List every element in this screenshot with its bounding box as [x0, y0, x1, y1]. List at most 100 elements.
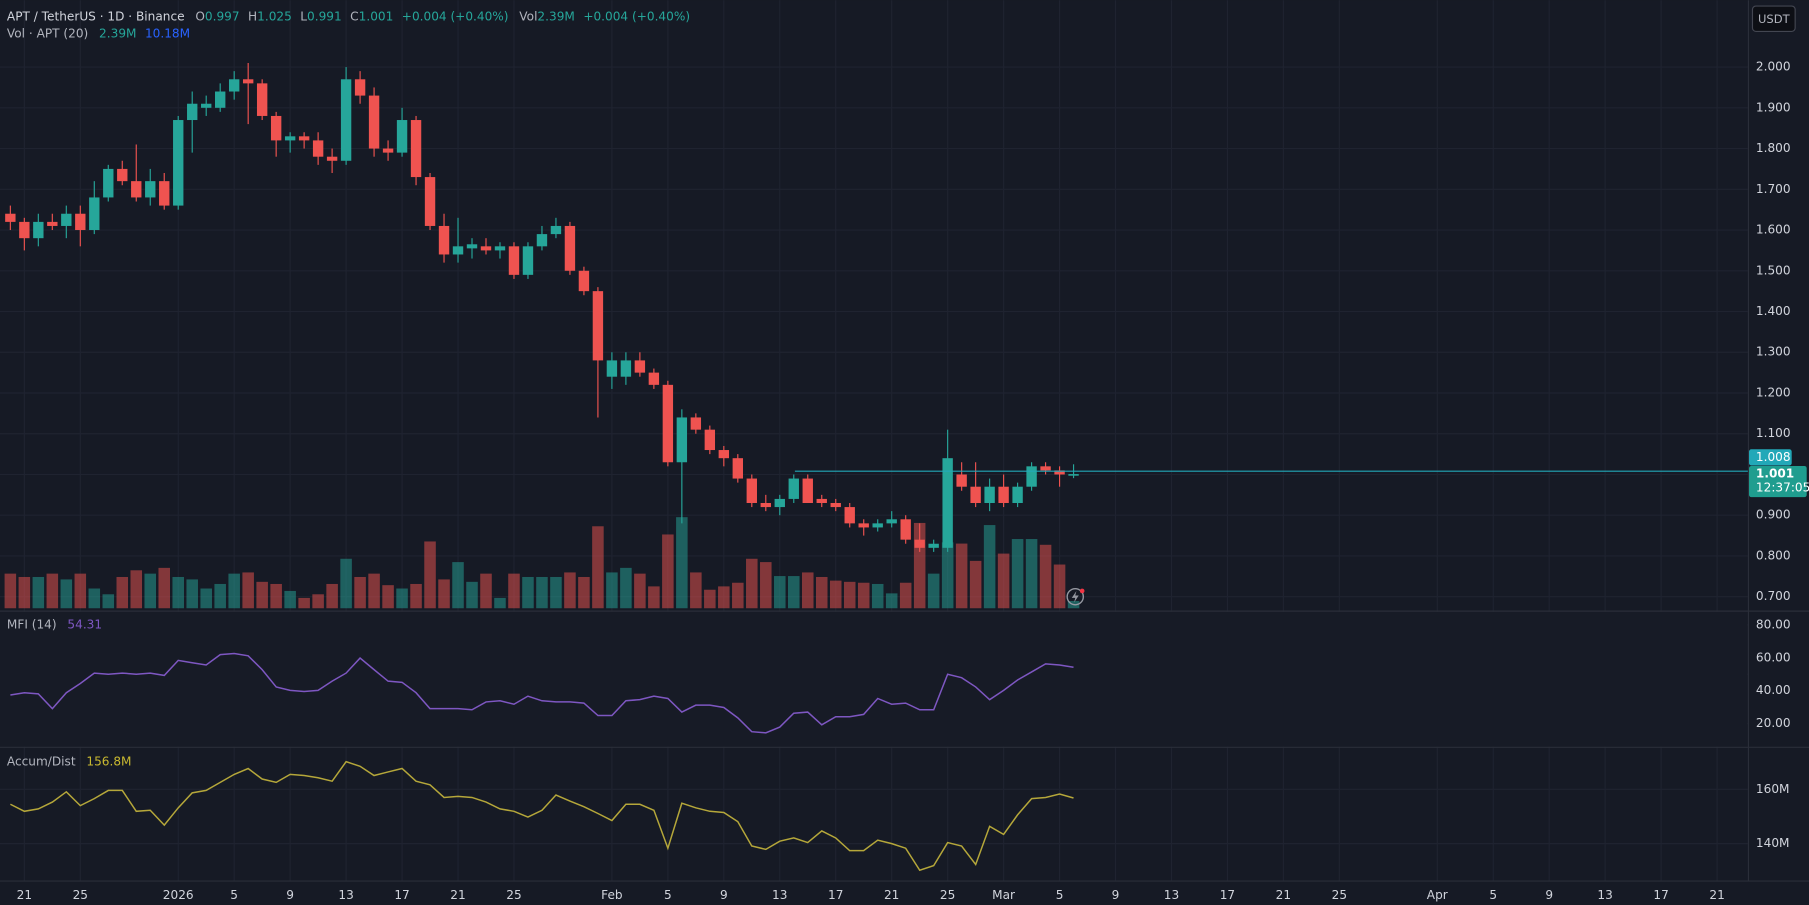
volume-bar	[270, 583, 282, 609]
candle-body	[1068, 474, 1079, 476]
volume-bar	[718, 586, 730, 609]
volume-bar	[4, 573, 17, 609]
candle-body	[187, 103, 198, 121]
y-tick-label: 1.200	[1756, 385, 1791, 399]
y-tick-label: 2.000	[1756, 60, 1791, 74]
volume-bar	[801, 572, 814, 609]
mfi-line	[10, 652, 1074, 734]
candle-body	[480, 246, 492, 251]
mfi-value: 54.31	[67, 617, 102, 631]
mfi-tick-label: 80.00	[1756, 617, 1791, 631]
mfi-legend: MFI (14) 54.31	[7, 617, 102, 631]
candle-body	[368, 95, 380, 149]
volume-bar	[32, 576, 45, 609]
candle-body	[774, 498, 785, 508]
volume-bar	[550, 576, 562, 609]
mfi-tick-label: 40.00	[1756, 683, 1791, 697]
volume-bar	[969, 560, 982, 609]
candle-body	[61, 213, 72, 226]
ohlc-key: C	[350, 9, 358, 23]
volume-bar	[662, 534, 674, 609]
candle-body	[382, 148, 394, 153]
candle-body	[145, 181, 156, 198]
y-tick-label: 1.100	[1756, 426, 1791, 440]
x-tick-label: Apr	[1427, 888, 1448, 902]
volume-bar	[214, 583, 226, 609]
x-tick-label: 9	[720, 888, 728, 902]
ad-value: 156.8M	[86, 754, 131, 768]
volume-bar	[172, 576, 184, 609]
candle-body	[47, 221, 58, 226]
x-tick-label: 5	[664, 888, 672, 902]
alert-dot	[1079, 588, 1085, 594]
volume-bar	[382, 585, 394, 609]
alert-icon[interactable]	[1066, 587, 1085, 606]
x-tick-label: 13	[1164, 888, 1179, 902]
candle-body	[522, 246, 534, 275]
ohlc-value: 0.991	[307, 9, 342, 23]
candle-body	[410, 120, 422, 178]
volume-bar	[116, 576, 129, 609]
ad-title: Accum/Dist	[7, 754, 76, 768]
mfi-tick-label: 20.00	[1756, 716, 1791, 730]
volume-bar	[829, 580, 842, 609]
volume-bar	[676, 517, 688, 609]
x-tick-label: 25	[1332, 888, 1347, 902]
volume-title: Vol · APT (20)	[7, 26, 88, 40]
ohlc-value: 0.997	[205, 9, 240, 23]
candle-body	[256, 83, 268, 116]
candle-body	[998, 486, 1009, 503]
x-tick-label: 21	[1276, 888, 1291, 902]
volume-bar	[634, 573, 646, 609]
x-tick-label: 9	[1112, 888, 1120, 902]
volume-bar	[1011, 539, 1024, 609]
x-tick-label: 21	[884, 888, 899, 902]
volume-bar	[592, 526, 604, 609]
candle-body	[424, 177, 436, 226]
volume-bar	[983, 525, 996, 609]
candle-body	[858, 523, 869, 528]
vol-value: 2.39M	[537, 9, 574, 23]
volume-bar	[564, 572, 576, 609]
x-tick-label: 2026	[163, 888, 194, 902]
y-tick-label: 0.900	[1756, 508, 1791, 522]
y-tick-label: 0.800	[1756, 548, 1791, 562]
symbol: APT / TetherUS · 1D · Binance	[7, 9, 185, 23]
candle-body	[620, 360, 632, 377]
volume-bar	[74, 573, 87, 609]
volume-bar	[899, 582, 912, 609]
candle-body	[326, 156, 338, 161]
candle-body	[984, 486, 995, 503]
volume-bar	[885, 593, 898, 609]
volume-bar	[340, 558, 352, 609]
candle-body	[396, 120, 408, 153]
candle-body	[634, 360, 646, 373]
ohlc-key: H	[248, 9, 257, 23]
ohlc-key: O	[195, 9, 205, 23]
legend-header: APT / TetherUS · 1D · Binance O0.997 H1.…	[7, 9, 690, 23]
x-tick-label: 17	[394, 888, 409, 902]
currency-button[interactable]	[1751, 5, 1796, 32]
volume-bar	[130, 570, 143, 609]
candle-body	[298, 136, 310, 141]
x-tick-label: 21	[1709, 888, 1724, 902]
volume-bar	[843, 581, 856, 609]
ohlc-value: 1.025	[257, 9, 292, 23]
candle-body	[131, 181, 142, 198]
candle-body	[690, 417, 702, 430]
price-label-box	[1749, 465, 1807, 498]
ad-legend: Accum/Dist 156.8M	[7, 754, 132, 768]
x-tick-label: 5	[230, 888, 238, 902]
y-tick-label: 1.800	[1756, 141, 1791, 155]
volume-bar	[410, 583, 422, 609]
volume-bar	[787, 576, 800, 609]
candle-body	[732, 458, 744, 479]
candle-body	[928, 543, 939, 548]
candle-body	[103, 168, 114, 198]
candle-body	[788, 478, 799, 499]
volume-bar	[256, 581, 268, 609]
y-tick-label: 0.700	[1756, 589, 1791, 603]
candle-body	[802, 478, 813, 503]
candle-body	[284, 136, 296, 141]
currency[interactable]: USDT	[1758, 12, 1791, 26]
